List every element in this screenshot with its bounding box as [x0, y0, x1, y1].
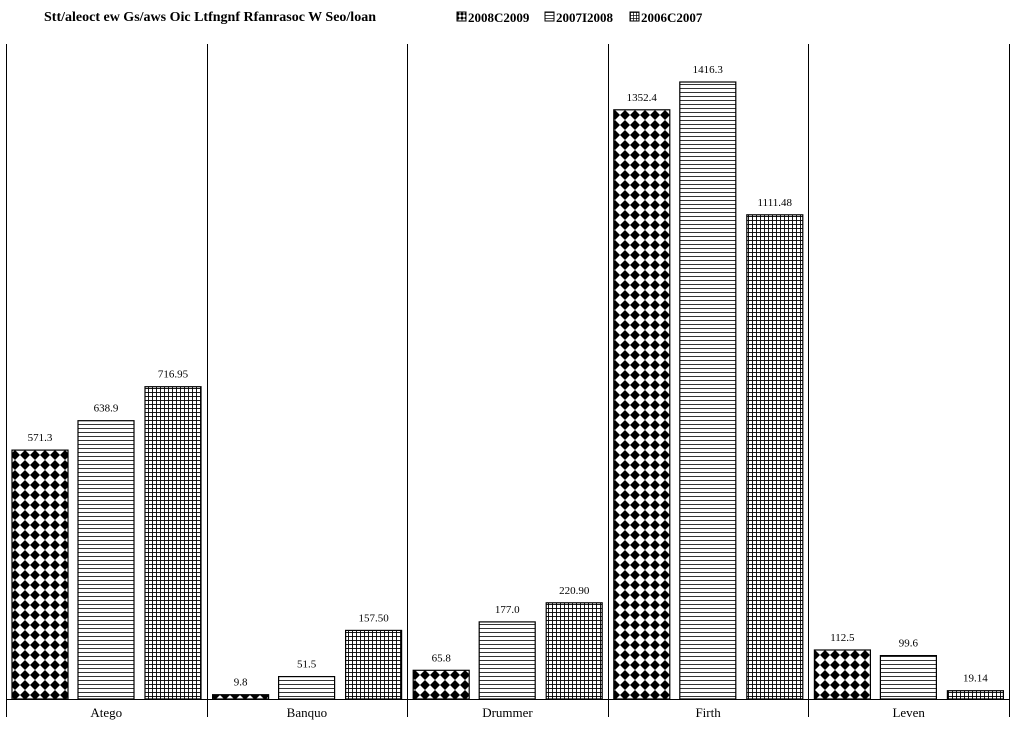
- plot-area: 571.3 638.9 716.95 Atego 9.8 51.5 157.50 Banquo…: [6, 44, 1010, 720]
- chart-title: Stt/aleoct ew Gs/aws Oic Ltfngnf Rfanras…: [44, 10, 376, 25]
- category-label: Drummer: [482, 705, 533, 720]
- legend: 2008C2009 2007I2008 2006C2007: [456, 10, 703, 25]
- data-label: 157.50: [358, 612, 389, 624]
- data-label: 112.5: [830, 632, 855, 644]
- bar-drummer-series-2: [478, 621, 536, 700]
- legend-label-series-2: 2007I2008: [556, 10, 614, 25]
- bar-atego-series-3: [144, 386, 202, 700]
- bar-firth-series-1: [613, 109, 671, 700]
- data-label: 99.6: [899, 638, 919, 650]
- data-label: 1416.3: [693, 64, 724, 76]
- data-label: 9.8: [234, 677, 248, 689]
- data-label: 638.9: [94, 403, 119, 415]
- data-label: 1352.4: [627, 92, 658, 104]
- legend-label-series-1: 2008C2009: [468, 10, 530, 25]
- legend-swatch-series-1: [456, 11, 467, 22]
- category-label: Leven: [892, 705, 925, 720]
- category-label: Firth: [695, 705, 721, 720]
- data-label: 1111.48: [758, 197, 793, 209]
- bar-leven-series-1: [813, 649, 872, 700]
- bar-atego-series-1: [11, 449, 69, 700]
- bar-banquo-series-2: [278, 675, 336, 700]
- data-label: 19.14: [963, 673, 988, 685]
- legend-swatch-series-3: [629, 11, 640, 22]
- bar-atego-series-2: [77, 420, 135, 700]
- legend-swatch-series-2: [544, 11, 555, 22]
- bar-firth-series-2: [679, 81, 737, 700]
- bar-banquo-series-3: [345, 629, 403, 700]
- bar-banquo-series-1: [212, 694, 270, 700]
- bar-leven-series-3: [946, 690, 1005, 700]
- bar-leven-series-2: [879, 654, 938, 700]
- bar-drummer-series-3: [545, 602, 603, 700]
- bar-firth-series-3: [746, 214, 804, 700]
- legend-label-series-3: 2006C2007: [641, 10, 703, 25]
- data-label: 51.5: [297, 659, 317, 671]
- data-label: 716.95: [158, 369, 189, 381]
- data-label: 65.8: [432, 652, 452, 664]
- category-label: Atego: [90, 705, 122, 720]
- category-label: Banquo: [287, 705, 327, 720]
- data-label: 220.90: [559, 585, 590, 597]
- bar-drummer-series-1: [412, 669, 470, 700]
- data-label: 571.3: [28, 432, 53, 444]
- data-label: 177.0: [495, 604, 520, 616]
